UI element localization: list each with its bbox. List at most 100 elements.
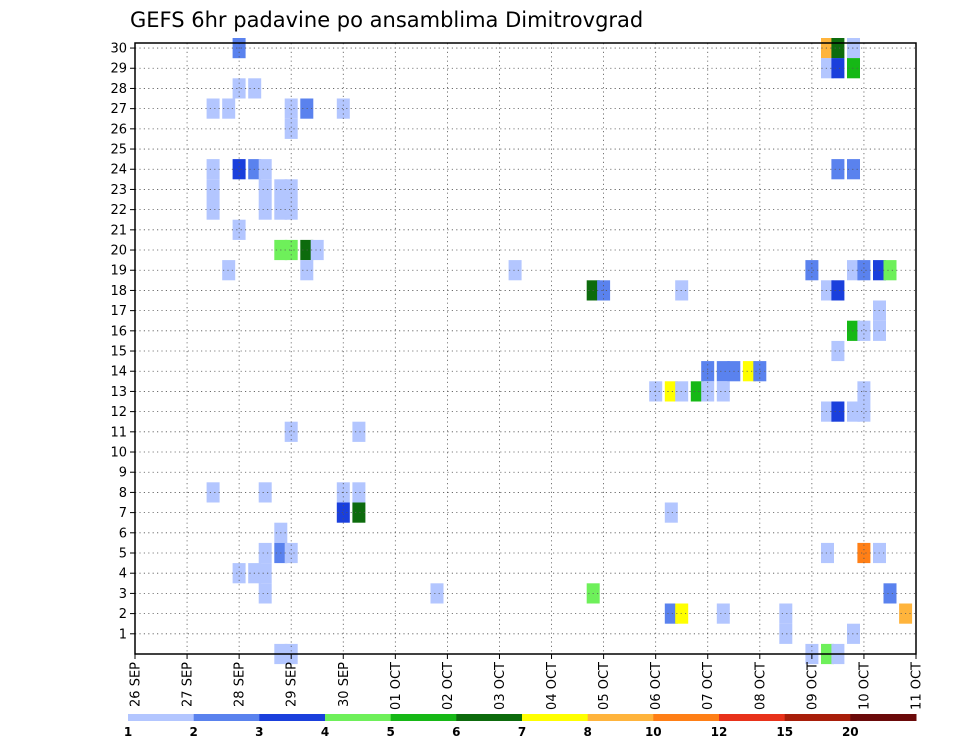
x-tick-label-4: 30 SEP xyxy=(337,662,352,707)
cell-82 xyxy=(857,542,871,564)
legend-label-4: 4 xyxy=(321,725,329,739)
cell-93 xyxy=(716,603,730,624)
legend-label-7: 7 xyxy=(518,725,526,739)
cell-97 xyxy=(847,623,860,644)
y-tick-label-16: 16 xyxy=(110,324,127,339)
legend-label-3: 3 xyxy=(255,725,263,739)
y-tick-label-4: 4 xyxy=(119,567,127,582)
cell-25 xyxy=(206,199,220,220)
y-axis: 1234567891011121314151617181920212223242… xyxy=(110,42,135,642)
y-tick-label-11: 11 xyxy=(110,425,127,440)
legend-label-15: 15 xyxy=(776,725,793,739)
cell-46 xyxy=(831,280,845,301)
cell-87 xyxy=(258,583,272,604)
y-tick-label-18: 18 xyxy=(110,284,127,299)
chart-title: GEFS 6hr padavine po ansamblima Dimitrov… xyxy=(130,8,643,32)
cell-34 xyxy=(222,260,236,281)
legend-label-8: 8 xyxy=(584,725,592,739)
legend-swatch-3 xyxy=(325,714,392,721)
legend-label-2: 2 xyxy=(190,725,198,739)
x-tick-label-6: 02 OCT xyxy=(441,662,456,710)
x-tick-label-9: 05 OCT xyxy=(597,662,612,710)
cell-84 xyxy=(232,563,246,584)
legend-swatch-5 xyxy=(456,714,523,721)
cell-38 xyxy=(847,260,860,281)
cell-53 xyxy=(716,361,730,382)
cell-58 xyxy=(664,381,678,402)
cell-49 xyxy=(857,320,871,341)
x-tick-label-3: 29 SEP xyxy=(285,662,300,707)
cell-21 xyxy=(206,179,220,200)
legend-swatch-6 xyxy=(522,714,589,721)
cell-39 xyxy=(857,260,871,281)
legend-label-6: 6 xyxy=(452,725,460,739)
cell-69 xyxy=(352,421,366,442)
color-legend: 1 2 3 4 5 6 7 8 10 12 15 20 xyxy=(124,714,917,739)
y-tick-label-13: 13 xyxy=(110,385,127,400)
y-tick-label-30: 30 xyxy=(110,42,127,57)
cell-91 xyxy=(664,603,678,624)
legend-label-5: 5 xyxy=(387,725,395,739)
cell-26 xyxy=(258,199,272,220)
y-tick-label-21: 21 xyxy=(110,223,127,238)
y-tick-label-24: 24 xyxy=(110,163,127,178)
y-tick-label-17: 17 xyxy=(110,304,127,319)
cell-41 xyxy=(883,260,897,281)
cell-45 xyxy=(821,280,834,301)
x-tick-label-2: 28 SEP xyxy=(233,662,248,707)
cells-layer xyxy=(206,38,913,665)
legend-swatch-0 xyxy=(128,714,195,721)
y-tick-label-29: 29 xyxy=(110,62,127,77)
cell-29 xyxy=(232,219,246,240)
cell-62 xyxy=(716,381,730,402)
legend-swatch-1 xyxy=(193,714,260,721)
cell-88 xyxy=(430,583,444,604)
cell-18 xyxy=(258,159,272,180)
y-tick-label-5: 5 xyxy=(119,547,127,562)
cell-6 xyxy=(847,58,860,79)
cell-78 xyxy=(258,542,272,564)
cell-90 xyxy=(883,583,897,604)
cell-33 xyxy=(310,239,324,261)
cell-67 xyxy=(857,401,871,422)
x-tick-label-13: 09 OCT xyxy=(805,662,820,710)
legend-swatch-4 xyxy=(390,714,457,721)
legend-swatch-2 xyxy=(259,714,326,721)
cell-75 xyxy=(352,502,366,523)
cell-36 xyxy=(508,260,522,281)
y-tick-label-9: 9 xyxy=(119,466,127,481)
cell-16 xyxy=(232,159,246,180)
x-tick-label-14: 10 OCT xyxy=(857,662,872,710)
legend-swatch-11 xyxy=(850,714,917,721)
y-tick-label-26: 26 xyxy=(110,122,127,137)
y-tick-label-22: 22 xyxy=(110,203,127,218)
cell-86 xyxy=(258,563,272,584)
cell-73 xyxy=(352,482,366,503)
x-tick-label-8: 04 OCT xyxy=(545,662,560,710)
x-tick-label-5: 01 OCT xyxy=(389,662,404,710)
cell-70 xyxy=(206,482,220,503)
y-tick-label-25: 25 xyxy=(110,143,127,158)
cell-19 xyxy=(831,159,845,180)
y-tick-label-3: 3 xyxy=(119,587,127,602)
cell-94 xyxy=(779,603,793,624)
cell-11 xyxy=(284,98,298,119)
y-tick-label-2: 2 xyxy=(119,607,127,622)
x-axis: 26 SEP 27 SEP 28 SEP 29 SEP 30 SEP 01 OCT 02 O… xyxy=(129,654,925,710)
cell-66 xyxy=(847,401,860,422)
y-tick-label-15: 15 xyxy=(110,345,127,360)
cell-37 xyxy=(805,260,819,281)
cell-22 xyxy=(258,179,272,200)
y-tick-label-10: 10 xyxy=(110,446,127,461)
y-tick-label-1: 1 xyxy=(119,627,127,642)
cell-28 xyxy=(284,199,298,220)
cell-4 xyxy=(821,58,834,79)
cell-5 xyxy=(831,58,845,79)
x-tick-label-7: 03 OCT xyxy=(493,662,508,710)
cell-2 xyxy=(831,38,845,59)
x-tick-label-1: 27 SEP xyxy=(181,662,196,707)
y-tick-label-7: 7 xyxy=(119,506,127,521)
cell-96 xyxy=(779,623,793,644)
cell-9 xyxy=(206,98,220,119)
